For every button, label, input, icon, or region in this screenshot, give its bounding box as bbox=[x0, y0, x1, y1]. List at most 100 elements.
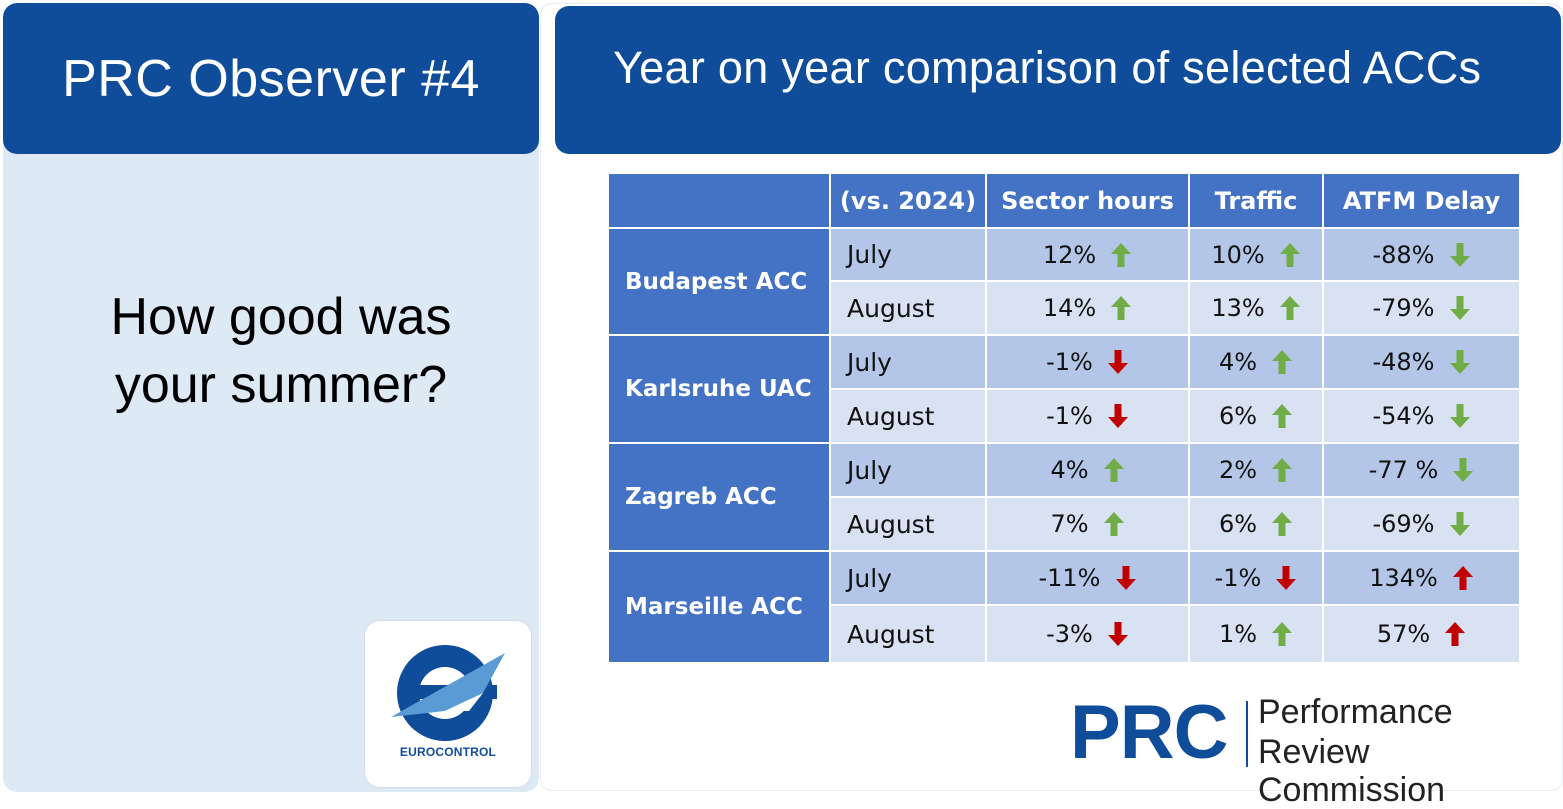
question-line-2: your summer? bbox=[114, 356, 448, 414]
atfm-delay-cell: -79% bbox=[1322, 280, 1521, 336]
atfm-delay-value: -77 % bbox=[1368, 456, 1439, 484]
sector-hours-cell: 12% bbox=[985, 227, 1190, 282]
header-traffic: Traffic bbox=[1188, 172, 1324, 229]
prc-logo: PRC Performance Review Commission bbox=[1070, 690, 1550, 809]
question-line-1: How good was bbox=[110, 288, 452, 346]
atfm-delay-value: 134% bbox=[1369, 564, 1438, 592]
left-panel: PRC Observer #4 How good was your summer… bbox=[3, 3, 539, 792]
sector-hours-value: 14% bbox=[1042, 294, 1097, 322]
sector-hours-value: -1% bbox=[1046, 402, 1093, 430]
atfm-delay-value: -79% bbox=[1372, 294, 1435, 322]
sector-hours-value: -11% bbox=[1038, 564, 1101, 592]
table-row: August -1% 6% -54% bbox=[608, 388, 1521, 444]
acc-name-cell: Zagreb ACC bbox=[607, 442, 831, 552]
header-acc bbox=[607, 172, 831, 229]
table-body: Budapest ACC July 12% 10% -88% August 14% 13% -7… bbox=[607, 227, 1521, 664]
arrow-down-icon bbox=[1453, 458, 1474, 482]
atfm-delay-cell: -69% bbox=[1322, 496, 1521, 552]
arrow-down-icon bbox=[1107, 404, 1128, 428]
atfm-delay-value: -69% bbox=[1372, 510, 1435, 538]
atfm-delay-value: -88% bbox=[1372, 240, 1435, 269]
arrow-down-icon bbox=[1115, 566, 1136, 590]
month-cell: August bbox=[829, 604, 987, 664]
sector-hours-cell: -3% bbox=[985, 604, 1190, 664]
sector-hours-value: 7% bbox=[1050, 510, 1089, 538]
question-text: How good was your summer? bbox=[3, 283, 539, 419]
atfm-delay-cell: -54% bbox=[1322, 388, 1521, 444]
table-row: August 7% 6% -69% bbox=[608, 496, 1521, 552]
arrow-up-icon bbox=[1272, 404, 1293, 428]
table-row: Karlsruhe UAC July -1% 4% -48% bbox=[607, 334, 1521, 444]
arrow-up-icon bbox=[1272, 622, 1293, 646]
traffic-cell: 1% bbox=[1188, 604, 1324, 664]
traffic-cell: -1% bbox=[1188, 550, 1324, 606]
atfm-delay-cell: -48% bbox=[1322, 334, 1521, 390]
sector-hours-value: -3% bbox=[1046, 620, 1093, 648]
arrow-down-icon bbox=[1449, 404, 1470, 428]
traffic-cell: 10% bbox=[1188, 227, 1324, 282]
month-cell: July bbox=[829, 334, 987, 390]
atfm-delay-value: 57% bbox=[1376, 620, 1431, 648]
traffic-value: 6% bbox=[1218, 402, 1258, 430]
left-header: PRC Observer #4 bbox=[3, 3, 539, 154]
acc-comparison-table: (vs. 2024) Sector hours Traffic ATFM Del… bbox=[607, 172, 1521, 664]
arrow-up-icon bbox=[1272, 458, 1293, 482]
table-row: Budapest ACC July 12% 10% -88% bbox=[607, 227, 1521, 336]
month-cell: July bbox=[829, 442, 987, 498]
arrow-up-icon bbox=[1452, 566, 1473, 590]
sector-hours-value: -1% bbox=[1046, 348, 1093, 376]
sector-hours-cell: -1% bbox=[985, 334, 1190, 390]
arrow-up-icon bbox=[1103, 512, 1124, 536]
prc-line-1: Performance bbox=[1258, 693, 1453, 731]
acc-name-cell: Marseille ACC bbox=[607, 550, 831, 664]
traffic-cell: 2% bbox=[1188, 442, 1324, 498]
eurocontrol-emblem-icon bbox=[391, 645, 505, 741]
arrow-up-icon bbox=[1111, 242, 1132, 267]
prc-divider bbox=[1246, 701, 1248, 767]
eurocontrol-wordmark: EUROCONTROL bbox=[399, 745, 497, 759]
traffic-value: 10% bbox=[1211, 240, 1265, 269]
traffic-value: 6% bbox=[1218, 510, 1258, 538]
traffic-cell: 6% bbox=[1188, 388, 1324, 444]
arrow-up-icon bbox=[1272, 512, 1293, 536]
observer-title: PRC Observer #4 bbox=[62, 49, 480, 108]
header-period: (vs. 2024) bbox=[829, 172, 987, 229]
atfm-delay-cell: -77 % bbox=[1322, 442, 1521, 498]
sector-hours-cell: -1% bbox=[985, 388, 1190, 444]
traffic-cell: 13% bbox=[1188, 280, 1324, 336]
table-row: August 14% 13% -79% bbox=[608, 280, 1521, 336]
traffic-value: 1% bbox=[1218, 620, 1258, 648]
arrow-down-icon bbox=[1107, 350, 1128, 374]
month-cell: July bbox=[829, 227, 987, 282]
header-atfm-delay: ATFM Delay bbox=[1322, 172, 1521, 229]
month-cell: July bbox=[829, 550, 987, 606]
arrow-up-icon bbox=[1272, 350, 1293, 374]
atfm-delay-cell: 57% bbox=[1322, 604, 1521, 664]
arrow-up-icon bbox=[1111, 296, 1132, 320]
table-row: Zagreb ACC July 4% 2% -77 % bbox=[607, 442, 1521, 552]
table-row: Marseille ACC July -11% -1% 134% bbox=[607, 550, 1521, 664]
traffic-cell: 6% bbox=[1188, 496, 1324, 552]
arrow-up-icon bbox=[1279, 296, 1300, 320]
prc-abbr: PRC bbox=[1070, 690, 1228, 775]
arrow-down-icon bbox=[1449, 296, 1470, 320]
header-sector-hours: Sector hours bbox=[985, 172, 1190, 229]
month-cell: August bbox=[829, 280, 987, 336]
traffic-value: 13% bbox=[1211, 294, 1265, 322]
arrow-down-icon bbox=[1449, 242, 1470, 267]
arrow-down-icon bbox=[1449, 350, 1470, 374]
comparison-title: Year on year comparison of selected ACCs bbox=[613, 42, 1482, 93]
arrow-up-icon bbox=[1103, 458, 1124, 482]
arrow-down-icon bbox=[1107, 622, 1128, 646]
arrow-up-icon bbox=[1445, 622, 1466, 646]
traffic-value: 2% bbox=[1218, 456, 1258, 484]
arrow-up-icon bbox=[1279, 242, 1300, 267]
table-row: August -3% 1% 57% bbox=[608, 604, 1521, 664]
acc-name-cell: Budapest ACC bbox=[607, 227, 831, 336]
atfm-delay-value: -54% bbox=[1372, 402, 1435, 430]
atfm-delay-cell: -88% bbox=[1322, 227, 1521, 282]
sector-hours-cell: 14% bbox=[985, 280, 1190, 336]
table-header-row: (vs. 2024) Sector hours Traffic ATFM Del… bbox=[607, 172, 1521, 229]
arrow-down-icon bbox=[1276, 566, 1297, 590]
traffic-value: 4% bbox=[1218, 348, 1258, 376]
